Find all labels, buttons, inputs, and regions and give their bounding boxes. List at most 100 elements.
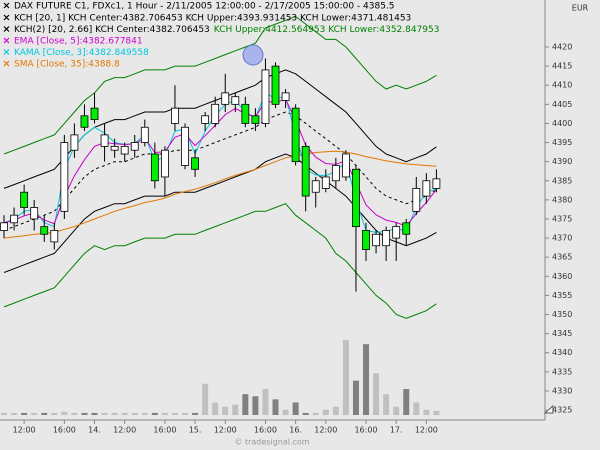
x-tick-label: 17. — [390, 426, 403, 435]
volume-bar — [413, 402, 420, 415]
x-tick-label: 16:00 — [153, 426, 176, 435]
volume-bar — [423, 409, 430, 415]
candle-body — [150, 153, 159, 182]
y-tick-label: 4340 — [552, 348, 572, 357]
candle-body — [120, 145, 129, 155]
legend-entry: KCH(2) [20, 2.66] KCH Center:4382.706453 — [14, 25, 210, 35]
y-tick-label: 4415 — [552, 62, 572, 71]
candle-body — [422, 180, 431, 197]
candle-body — [100, 134, 109, 147]
volume-bar — [131, 412, 138, 415]
candle-body — [402, 222, 411, 235]
x-tick-label: 16:00 — [354, 426, 377, 435]
legend-icon — [3, 26, 10, 32]
candle-body — [311, 180, 320, 193]
x-tick-label: 12:00 — [13, 426, 36, 435]
candle-body — [352, 168, 360, 228]
candle-body — [20, 191, 29, 208]
legend-entry: KAMA [Close, 3]:4382.849558 — [14, 48, 149, 58]
volume-bar — [242, 394, 249, 415]
volume-bar — [302, 412, 309, 415]
x-tick-label: 16:00 — [254, 426, 277, 435]
volume-bar — [121, 412, 128, 415]
y-tick-label: 4380 — [552, 195, 572, 204]
y-tick-label: 4350 — [552, 310, 572, 319]
legend-icon — [3, 49, 10, 55]
volume-bar — [202, 383, 209, 415]
currency: EUR — [572, 4, 589, 13]
chart-title: DAX FUTURE C1, FDXc1, 1 Hour - 2/11/2005… — [14, 2, 395, 12]
candle-body — [201, 115, 210, 124]
candle-body — [301, 145, 310, 197]
candle-body — [181, 126, 189, 166]
volume-bar — [81, 412, 88, 415]
y-tick-label: 4400 — [552, 119, 572, 128]
volume-bar — [111, 412, 118, 415]
candle-body — [281, 92, 290, 101]
x-tick-label: 14. — [88, 426, 101, 435]
candle-body — [140, 126, 149, 143]
volume-bar — [352, 380, 359, 415]
legend-icon — [3, 60, 10, 67]
volume-bar — [212, 402, 219, 415]
candle-body — [291, 107, 300, 163]
volume-bar — [141, 412, 148, 415]
y-tick-label: 4330 — [552, 386, 572, 395]
volume-bar — [1, 412, 8, 415]
candle-body — [0, 222, 8, 231]
candle-body — [60, 142, 69, 212]
x-tick-label: 16:00 — [53, 426, 76, 435]
watermark: © tradesignal.com — [234, 438, 309, 447]
volume-bar — [101, 412, 108, 415]
candle-body — [70, 134, 79, 151]
volume-bar — [312, 412, 319, 415]
y-tick-label: 4410 — [552, 81, 572, 90]
volume-bar — [21, 412, 28, 415]
volume-bar — [192, 412, 199, 415]
legend-entry: KCH [20, 1] KCH Center:4382.706453 KCH U… — [14, 14, 411, 24]
candle-body — [271, 65, 280, 105]
volume-bar — [71, 412, 78, 415]
x-tick-label: 12:00 — [113, 426, 136, 435]
candle-body — [90, 107, 99, 121]
volume-bar — [61, 411, 68, 415]
volume-bar — [262, 388, 269, 415]
y-tick-label: 4335 — [552, 367, 572, 376]
legend-entry: SMA [Close, 35]:4388.8 — [14, 60, 120, 70]
candle-body — [231, 96, 240, 105]
candle-body — [221, 92, 230, 105]
volume-bar — [171, 412, 178, 415]
volume-bar — [161, 412, 168, 415]
volume-bar — [433, 410, 440, 415]
candle-body — [372, 233, 380, 247]
volume-bar — [332, 406, 339, 415]
volume-bar — [41, 412, 48, 415]
y-tick-label: 4375 — [552, 214, 572, 223]
indicator-line — [3, 98, 437, 227]
volume-bar — [232, 404, 239, 415]
candle-body — [342, 153, 350, 178]
volume-bar — [222, 406, 229, 415]
candle-body — [241, 103, 250, 124]
candle-body — [171, 107, 179, 124]
x-tick-label: 12:00 — [415, 426, 438, 435]
candle-body — [382, 230, 391, 247]
candle-body — [432, 178, 441, 189]
x-tick-label: 15. — [189, 426, 202, 435]
volume-bar — [322, 409, 329, 415]
legend-entry: KCH Upper:4412.564953 KCH Lower:4352.847… — [214, 25, 440, 35]
y-tick-label: 4405 — [552, 100, 572, 109]
indicator-line — [3, 111, 437, 231]
volume-bar — [91, 412, 98, 415]
y-tick-label: 4385 — [552, 176, 572, 185]
title-icon — [3, 2, 10, 9]
y-tick-label: 4370 — [552, 234, 572, 243]
volume-bar — [11, 412, 18, 415]
volume-bar — [182, 412, 189, 415]
y-tick-label: 4360 — [552, 272, 572, 281]
volume-bar — [252, 396, 259, 415]
volume-bar — [403, 388, 410, 415]
candle-body — [331, 165, 340, 182]
